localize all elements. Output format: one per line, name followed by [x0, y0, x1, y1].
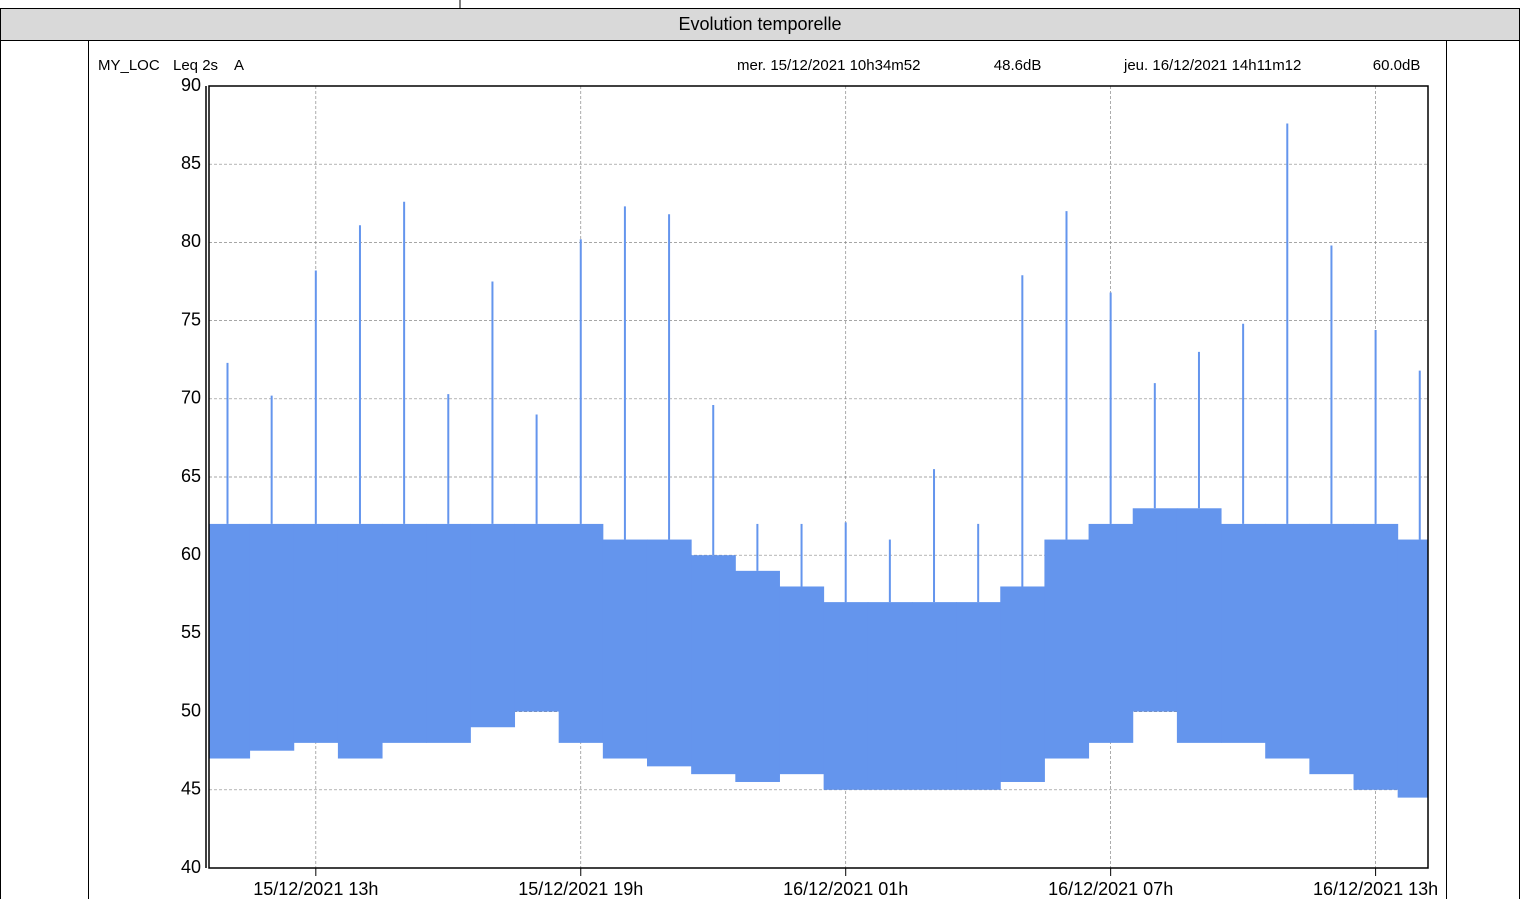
- y-tick-label: 85: [181, 153, 201, 173]
- y-tick-label: 55: [181, 622, 201, 642]
- y-tick-label: 60: [181, 544, 201, 564]
- chart-title: Evolution temporelle: [678, 14, 841, 34]
- cursor-unit: dB: [1023, 57, 1041, 74]
- level-band: [470, 523, 516, 728]
- y-tick-label: 45: [181, 779, 201, 799]
- level-band: [426, 523, 471, 743]
- level-band: [1309, 523, 1355, 775]
- level-band: [337, 523, 383, 759]
- level-band: [1044, 539, 1090, 759]
- level-band: [779, 586, 825, 775]
- plot-frame: [208, 85, 1429, 869]
- cursor-time: jeu. 16/12/2021 14h11m12: [1123, 57, 1301, 74]
- level-band: [1000, 586, 1045, 782]
- level-band: [514, 523, 560, 712]
- level-band: [867, 602, 913, 790]
- cursor-unit: dB: [1402, 57, 1420, 74]
- level-band: [735, 570, 780, 782]
- level-band: [956, 602, 1001, 790]
- level-band: [1176, 508, 1222, 743]
- y-tick-label: 70: [181, 388, 201, 408]
- level-band: [558, 523, 604, 743]
- level-band: [209, 523, 251, 759]
- level-band: [823, 602, 869, 790]
- y-tick-label: 75: [181, 309, 201, 329]
- cursor-time: mer. 15/12/2021 10h34m52: [737, 57, 920, 74]
- y-tick-label: 80: [181, 231, 201, 251]
- level-band: [646, 539, 692, 767]
- level-band: [1353, 523, 1399, 790]
- level-band: [691, 555, 736, 775]
- cursor-value: 48.6: [994, 57, 1023, 74]
- level-band: [382, 523, 427, 743]
- y-tick-label: 65: [181, 466, 201, 486]
- x-tick-label: 16/12/2021 07h: [1048, 879, 1173, 899]
- level-band: [911, 602, 957, 790]
- level-band: [1132, 508, 1178, 712]
- level-band: [1397, 539, 1429, 798]
- weighting: A: [234, 57, 244, 74]
- metric: Leq 2s: [173, 57, 218, 74]
- level-band: [293, 523, 339, 743]
- y-tick-label: 90: [181, 75, 201, 95]
- level-band: [249, 523, 295, 751]
- y-tick-label: 50: [181, 700, 201, 720]
- cursor-value: 60.0: [1373, 57, 1402, 74]
- level-band: [1088, 523, 1134, 743]
- title-bar: [0, 8, 1520, 41]
- location: MY_LOC: [98, 57, 160, 74]
- y-tick-label: 40: [181, 857, 201, 877]
- x-tick-label: 16/12/2021 13h: [1313, 879, 1438, 899]
- x-tick-label: 15/12/2021 19h: [518, 879, 643, 899]
- level-band: [1221, 523, 1266, 743]
- x-tick-label: 16/12/2021 01h: [783, 879, 908, 899]
- level-band: [602, 539, 648, 759]
- level-band: [1265, 523, 1310, 759]
- x-tick-label: 15/12/2021 13h: [253, 879, 378, 899]
